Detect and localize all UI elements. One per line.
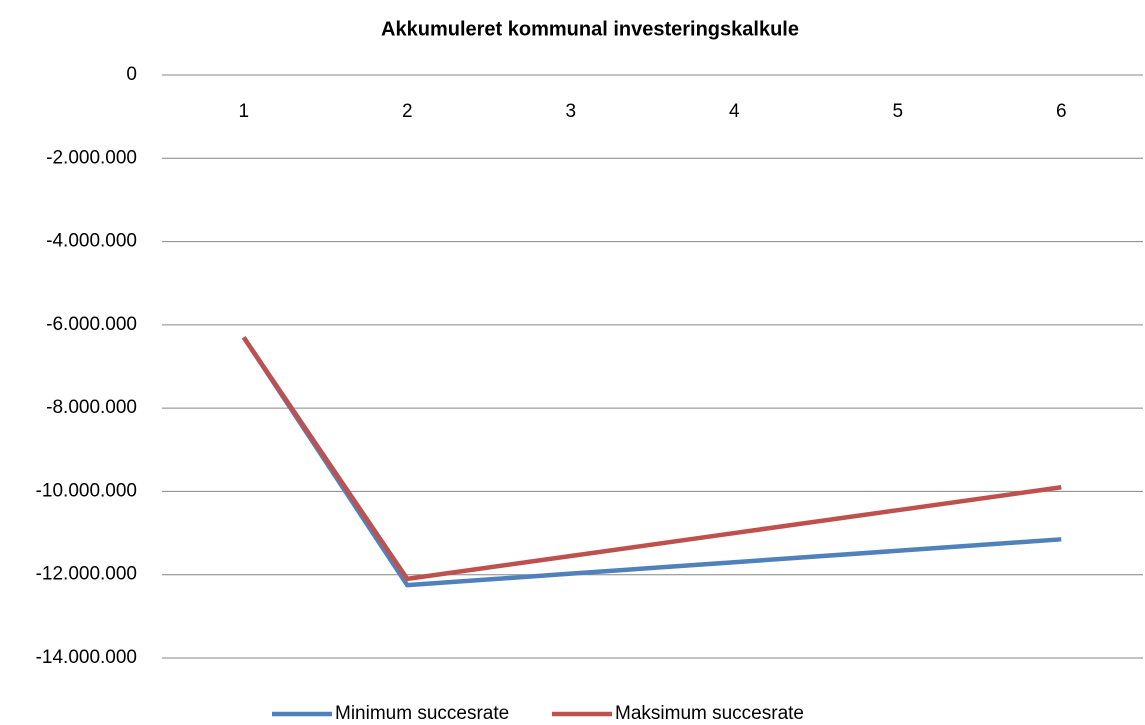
y-tick-label: -10.000.000 xyxy=(36,480,137,501)
y-tick-label: 0 xyxy=(126,64,137,85)
y-tick-label: -14.000.000 xyxy=(36,647,137,668)
series-line xyxy=(241,336,1062,582)
series-line xyxy=(241,336,1062,588)
y-tick-label: -4.000.000 xyxy=(46,231,137,252)
legend-label: Maksimum succesrate xyxy=(615,703,804,724)
y-tick-label: -8.000.000 xyxy=(46,397,137,418)
legend-label: Minimum succesrate xyxy=(335,703,509,724)
chart-title: Akkumuleret kommunal investeringskalkule xyxy=(381,18,799,40)
x-tick-label: 4 xyxy=(729,101,740,122)
y-tick-label: -6.000.000 xyxy=(46,314,137,335)
x-tick-label: 6 xyxy=(1056,101,1067,122)
y-tick-label: -2.000.000 xyxy=(46,147,137,168)
x-tick-label: 2 xyxy=(402,101,413,122)
x-tick-label: 5 xyxy=(892,101,903,122)
x-tick-label: 1 xyxy=(238,101,249,122)
y-tick-label: -12.000.000 xyxy=(36,564,137,585)
x-tick-label: 3 xyxy=(565,101,576,122)
